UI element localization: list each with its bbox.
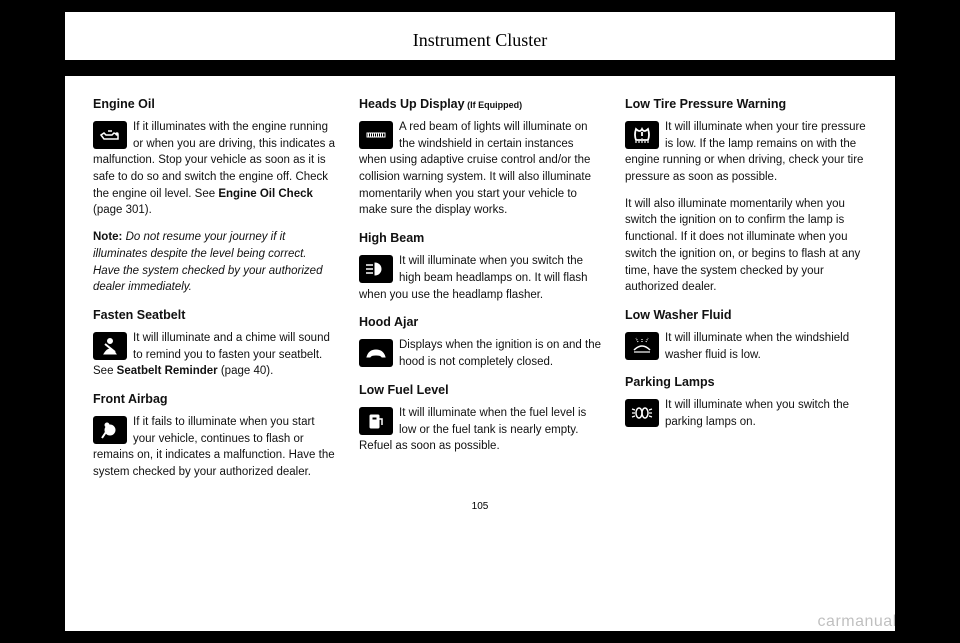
section-title-seatbelt: Fasten Seatbelt bbox=[93, 306, 335, 324]
section-body: It will illuminate when your tire pressu… bbox=[625, 119, 867, 186]
low-fuel-icon bbox=[359, 407, 393, 435]
section-body: A red beam of lights will illuminate on … bbox=[359, 119, 601, 219]
body-text: It will illuminate when your tire pressu… bbox=[625, 121, 866, 183]
section-title-lowfuel: Low Fuel Level bbox=[359, 381, 601, 399]
body-text: A red beam of lights will illuminate on … bbox=[359, 121, 591, 216]
manual-page: Instrument Cluster Engine Oil If it illu… bbox=[65, 12, 895, 631]
ref-page: (page 40). bbox=[218, 365, 274, 377]
hud-icon bbox=[359, 121, 393, 149]
ref-page: (page 301). bbox=[93, 204, 152, 216]
column-3: Low Tire Pressure Warning It will illumi… bbox=[625, 87, 867, 491]
section-body-2: It will also illuminate momentarily when… bbox=[625, 196, 867, 296]
section-title-highbeam: High Beam bbox=[359, 229, 601, 247]
body-text: It will illuminate when you switch the h… bbox=[359, 255, 588, 300]
high-beam-icon bbox=[359, 255, 393, 283]
section-body: It will illuminate when you switch the p… bbox=[625, 397, 867, 430]
washer-fluid-icon bbox=[625, 332, 659, 360]
note-text: Note: Do not resume your journey if it i… bbox=[93, 229, 335, 296]
engine-oil-icon bbox=[93, 121, 127, 149]
section-title-tpms: Low Tire Pressure Warning bbox=[625, 95, 867, 113]
section-title-engine-oil: Engine Oil bbox=[93, 95, 335, 113]
note-body: Do not resume your journey if it illumin… bbox=[93, 231, 322, 293]
section-body: It will illuminate when you switch the h… bbox=[359, 253, 601, 303]
column-1: Engine Oil If it illuminates with the en… bbox=[93, 87, 335, 491]
watermark: carmanuals.info bbox=[818, 613, 938, 631]
body-text: If it fails to illuminate when you start… bbox=[93, 416, 335, 478]
note-label: Note: bbox=[93, 231, 122, 243]
section-body: If it fails to illuminate when you start… bbox=[93, 414, 335, 481]
hood-ajar-icon bbox=[359, 339, 393, 367]
section-title-parking: Parking Lamps bbox=[625, 373, 867, 391]
page-number: 105 bbox=[93, 501, 867, 512]
body-text: It will illuminate when the fuel level i… bbox=[359, 407, 586, 452]
parking-lamps-icon bbox=[625, 399, 659, 427]
airbag-icon bbox=[93, 416, 127, 444]
section-body: It will illuminate when the windshield w… bbox=[625, 330, 867, 363]
section-body: If it illuminates with the engine runnin… bbox=[93, 119, 335, 219]
section-title-hood: Hood Ajar bbox=[359, 313, 601, 331]
content-columns: Engine Oil If it illuminates with the en… bbox=[93, 87, 867, 491]
section-title-washer: Low Washer Fluid bbox=[625, 306, 867, 324]
section-title-hud: Heads Up Display (If Equipped) bbox=[359, 95, 601, 113]
body-text: It will illuminate when the windshield w… bbox=[665, 332, 849, 361]
ref-link: Seatbelt Reminder bbox=[117, 365, 218, 377]
section-title-airbag: Front Airbag bbox=[93, 390, 335, 408]
section-body: It will illuminate and a chime will soun… bbox=[93, 330, 335, 380]
header-bar bbox=[65, 60, 895, 76]
column-2: Heads Up Display (If Equipped) A red bea… bbox=[359, 87, 601, 491]
section-body: It will illuminate when the fuel level i… bbox=[359, 405, 601, 455]
body-text: Displays when the ignition is on and the… bbox=[399, 339, 601, 368]
body-text: It will illuminate when you switch the p… bbox=[665, 399, 849, 428]
seatbelt-icon bbox=[93, 332, 127, 360]
ref-link: Engine Oil Check bbox=[218, 188, 313, 200]
section-body: Displays when the ignition is on and the… bbox=[359, 337, 601, 370]
page-title: Instrument Cluster bbox=[93, 30, 867, 51]
tire-pressure-icon bbox=[625, 121, 659, 149]
